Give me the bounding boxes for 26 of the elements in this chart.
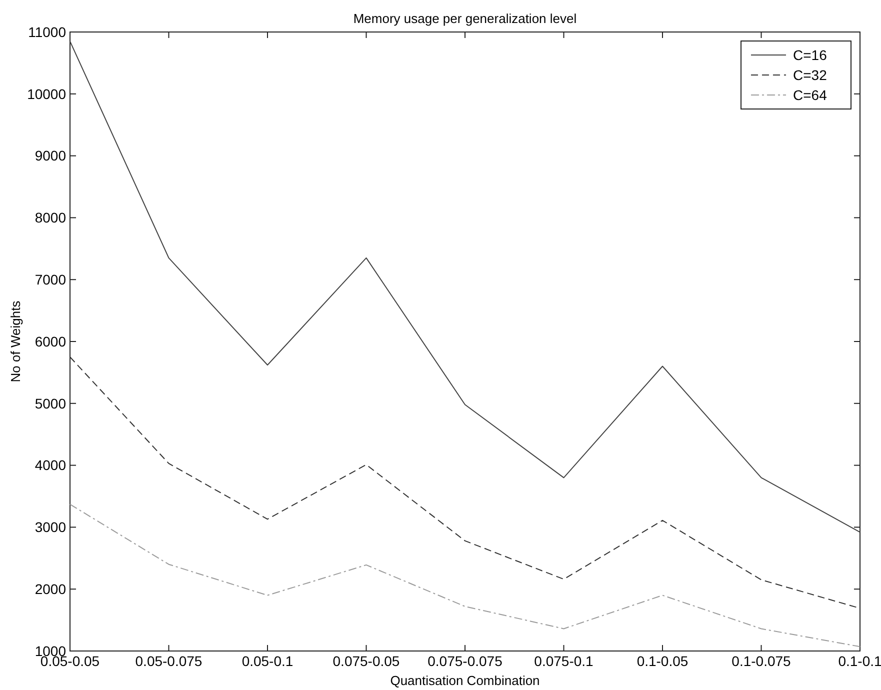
x-tick-label: 0.05-0.075 [135, 653, 202, 669]
legend-label: C=16 [793, 46, 828, 63]
line-series [70, 40, 860, 533]
line-series [70, 504, 860, 648]
x-axis-title: Quantisation Combination [390, 673, 540, 688]
y-tick-label: 11000 [28, 24, 66, 40]
y-tick-label: 10000 [27, 86, 66, 102]
x-tick-label: 0.075-0.05 [332, 653, 400, 669]
x-tick-label: 0.05-0.1 [242, 653, 294, 669]
y-tick-label: 2000 [34, 581, 66, 597]
x-tick-label: 0.1-0.05 [636, 653, 688, 669]
y-tick-label: 6000 [34, 333, 66, 350]
x-tick-label: 0.075-0.1 [534, 653, 594, 669]
chart-title: Memory usage per generalization level [353, 11, 577, 26]
y-tick-label: 8000 [34, 210, 66, 226]
y-tick-label: 3000 [34, 519, 66, 536]
x-tick-label: 0.075-0.075 [428, 653, 503, 669]
x-tick-label: 0.1-0.075 [732, 653, 792, 669]
x-tick-label: 0.1-0.1 [838, 653, 881, 669]
legend-label: C=64 [793, 86, 828, 103]
y-tick-label: 9000 [34, 148, 66, 164]
y-tick-label: 4000 [34, 457, 66, 474]
y-tick-label: 5000 [34, 395, 66, 412]
y-axis-title: No of Weights [8, 300, 23, 382]
y-tick-label: 7000 [34, 272, 66, 288]
legend-label: C=32 [793, 66, 828, 83]
